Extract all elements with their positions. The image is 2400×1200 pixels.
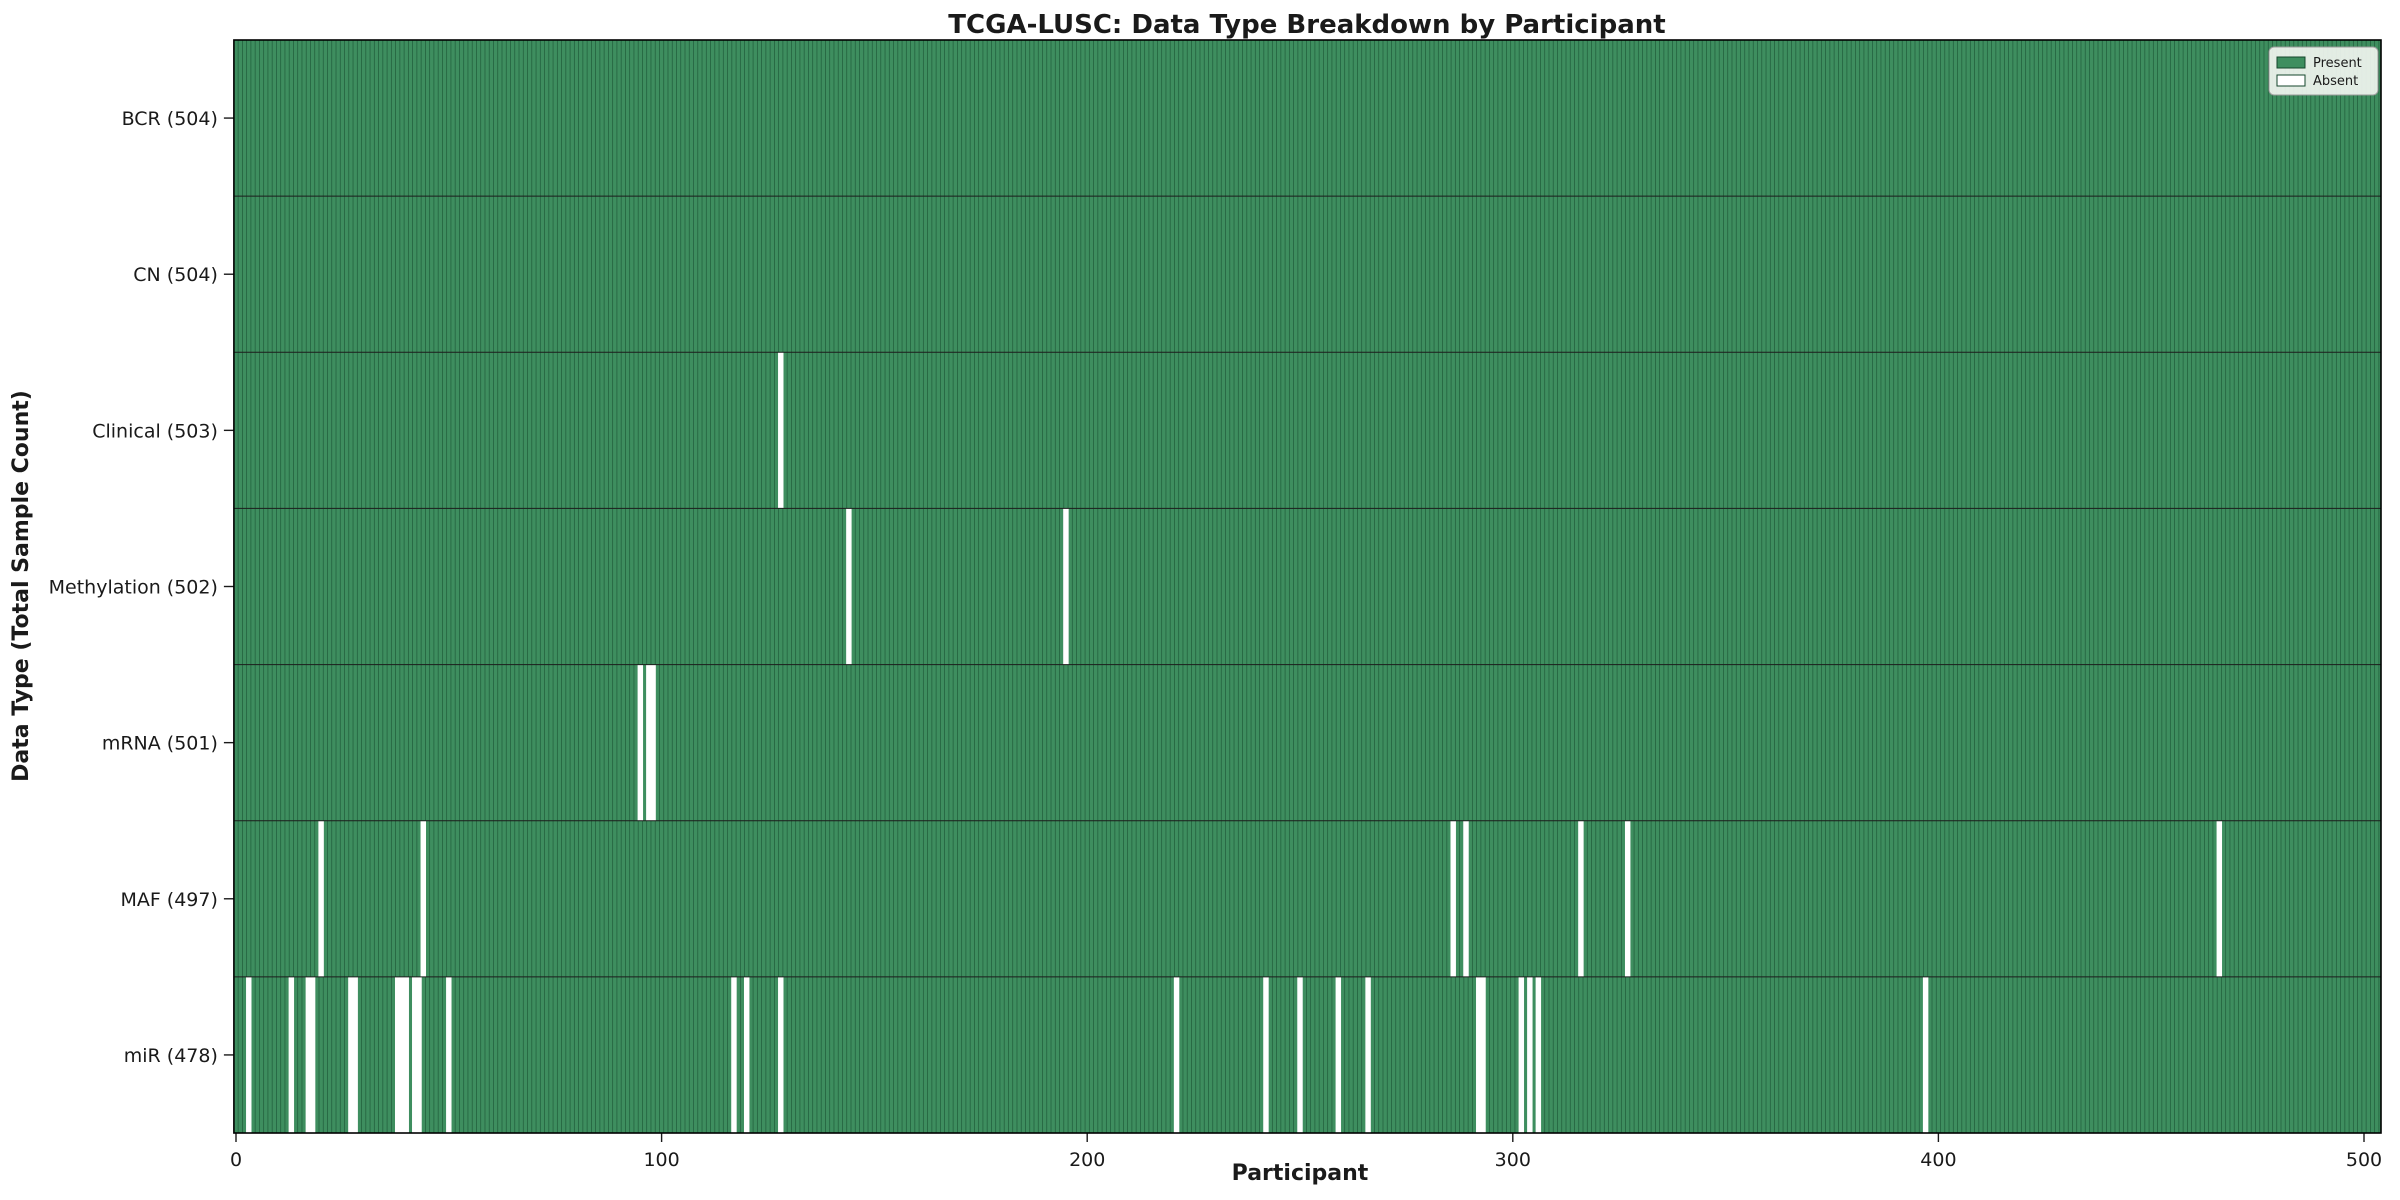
row-BCR [233,40,2382,197]
absent-gap-miR-43 [416,976,422,1133]
absent-gap-Methylation-144 [846,508,852,665]
absent-gap-miR-120 [743,976,750,1133]
row-mRNA [233,664,2382,821]
absent-gap-miR-250 [1297,976,1303,1133]
row-Clinical [233,352,2382,509]
y-tick-label: BCR (504) [122,108,218,130]
absent-gap-miR-221 [1173,976,1180,1133]
absent-gap-miR-266 [1365,976,1371,1133]
absent-gap-miR-18 [309,976,316,1133]
absent-gap-miR-17 [305,976,312,1133]
absent-gap-miR-242 [1263,976,1269,1133]
absent-gap-miR-397 [1922,976,1929,1133]
row-miR [233,976,2382,1133]
y-tick-label: mRNA (501) [102,733,218,755]
absent-gap-miR-40 [403,976,409,1133]
y-tick-label: CN (504) [133,264,218,286]
absent-gap-miR-293 [1480,976,1486,1133]
legend-label-absent: Absent [2313,74,2358,89]
row-Methylation [233,508,2382,665]
absent-gap-MAF-316 [1578,820,1584,977]
y-axis-label: Data Type (Total Sample Count) [9,390,34,782]
y-tick-label: Methylation (502) [49,577,218,599]
absent-gap-MAF-286 [1450,820,1456,977]
absent-gap-mRNA-98 [650,664,656,821]
absent-gap-miR-39 [399,976,405,1133]
absent-gap-miR-117 [731,976,737,1133]
absent-gap-miR-38 [395,976,401,1133]
legend-swatch-absent [2276,74,2306,87]
row-MAF [233,820,2382,977]
absent-gap-miR-50 [446,976,452,1133]
x-tick-label: 500 [2346,1149,2382,1171]
x-tick-label: 200 [1069,1149,1105,1171]
absent-gap-miR-259 [1335,976,1342,1133]
x-tick-label: 0 [230,1149,242,1171]
y-tick-label: MAF (497) [120,889,217,911]
absent-gap-miR-292 [1476,976,1482,1133]
absent-gap-Methylation-195 [1063,508,1069,665]
absent-gap-MAF-466 [2216,820,2223,977]
y-tick-label: Clinical (503) [92,420,218,442]
x-axis-label: Participant [1232,1161,1369,1186]
absent-gap-miR-13 [288,976,295,1133]
absent-gap-MAF-327 [1624,820,1631,977]
absent-gap-miR-28 [352,976,358,1133]
absent-gap-miR-304 [1527,976,1533,1133]
absent-gap-miR-42 [412,976,418,1133]
plot-border [233,39,2382,1134]
legend: Present Absent [2268,46,2379,96]
chart-title: TCGA-LUSC: Data Type Breakdown by Partic… [948,10,1665,40]
absent-gap-miR-3 [246,976,252,1133]
absent-gap-mRNA-95 [637,664,644,821]
legend-swatch-present [2276,56,2306,69]
absent-gap-MAF-289 [1463,820,1469,977]
absent-gap-MAF-20 [318,820,324,977]
x-tick-label: 100 [643,1149,679,1171]
absent-gap-mRNA-97 [646,664,652,821]
row-CN [233,196,2382,353]
absent-gap-MAF-44 [420,820,426,977]
absent-gap-Clinical-128 [778,352,784,509]
absent-gap-miR-128 [778,976,784,1133]
y-tick-label: miR (478) [124,1045,218,1067]
legend-label-present: Present [2313,56,2362,71]
absent-gap-miR-306 [1535,976,1542,1133]
x-tick-label: 400 [1920,1149,1956,1171]
plot-area: BCR (504) CN (504) Clinical (503) Methylati… [49,39,2382,1171]
absent-gap-miR-27 [348,976,354,1133]
absent-gap-miR-302 [1518,976,1525,1133]
x-tick-label: 300 [1495,1149,1531,1171]
